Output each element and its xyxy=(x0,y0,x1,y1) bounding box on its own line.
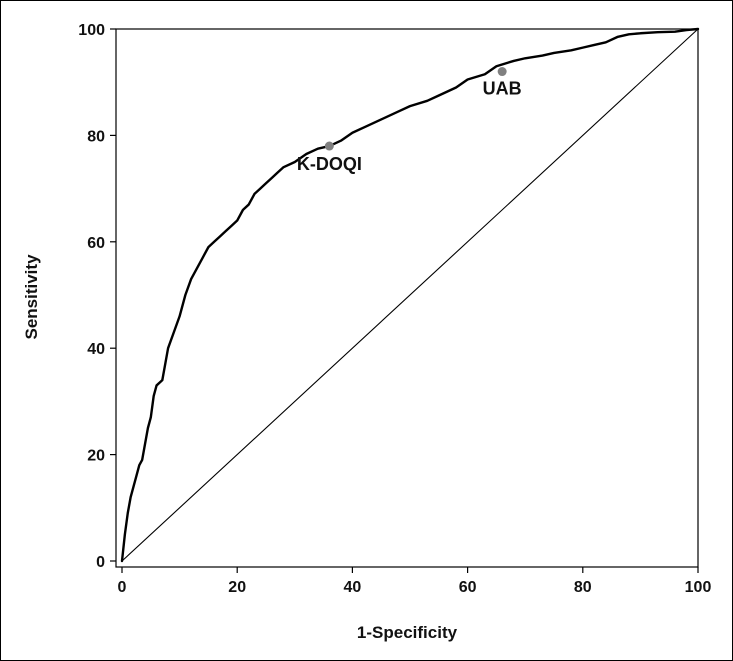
y-tick-label: 40 xyxy=(87,341,105,358)
x-tick-label: 60 xyxy=(459,579,477,596)
x-tick-label: 40 xyxy=(344,579,362,596)
plot-area-border xyxy=(115,28,699,568)
x-tick-label: 0 xyxy=(118,579,127,596)
reference-diagonal-line xyxy=(121,28,699,562)
operating-point-label: K-DOQI xyxy=(297,154,362,174)
y-axis-ticks: 0 20 40 60 80 100 xyxy=(78,22,116,571)
y-tick-label: 60 xyxy=(87,235,105,252)
operating-point-marker xyxy=(324,141,334,151)
x-tick-label: 100 xyxy=(685,579,712,596)
y-tick-label: 0 xyxy=(96,554,105,571)
operating-point-marker xyxy=(497,67,507,77)
y-tick-label: 100 xyxy=(78,22,105,39)
points-layer: K-DOQI UAB xyxy=(297,67,522,174)
y-tick-label: 20 xyxy=(87,448,105,465)
y-axis-title: Sensitivity xyxy=(22,254,41,340)
x-tick-label: 80 xyxy=(574,579,592,596)
x-axis-ticks: 0 20 40 60 80 100 xyxy=(118,567,712,596)
series-layer xyxy=(120,27,700,563)
x-axis-title: 1-Specificity xyxy=(357,623,458,642)
y-tick-label: 80 xyxy=(87,128,105,145)
operating-point-label: UAB xyxy=(483,79,522,99)
x-tick-label: 20 xyxy=(228,579,246,596)
roc-curve-line xyxy=(120,27,700,563)
